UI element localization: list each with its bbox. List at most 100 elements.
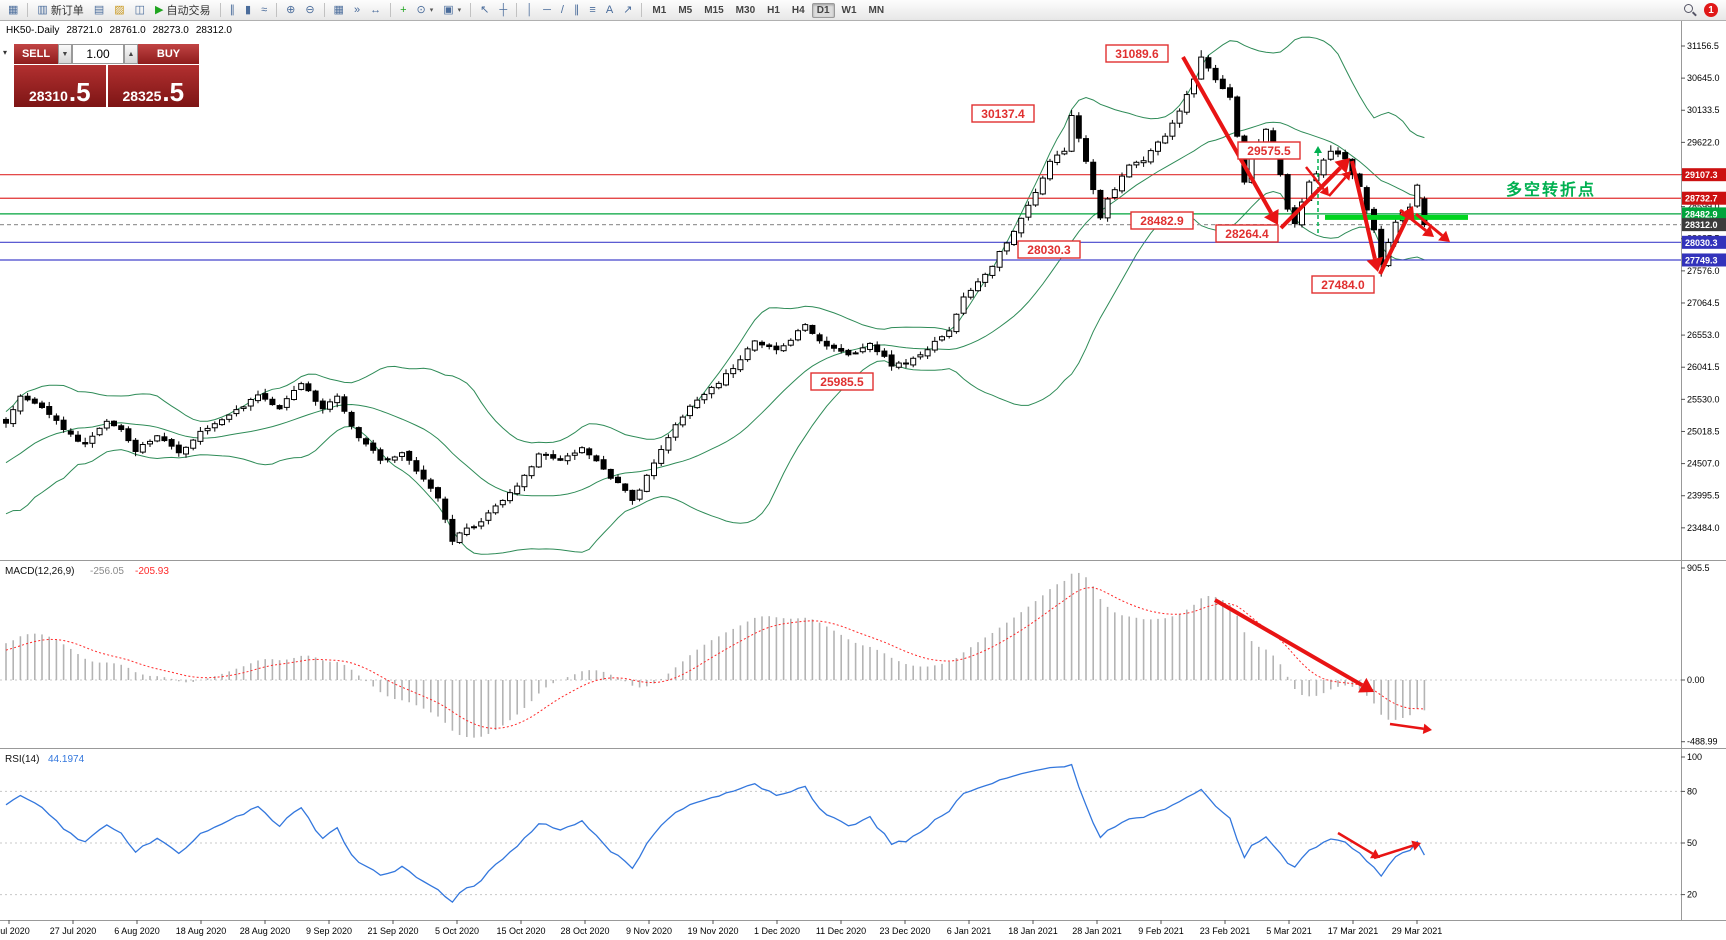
price-callout-text: 30137.4	[981, 107, 1025, 121]
channel-icon[interactable]: ∥	[570, 1, 584, 20]
volume-input[interactable]	[72, 44, 124, 64]
auto-scroll-icon: »	[353, 3, 361, 16]
trend-arrow[interactable]	[1181, 56, 1274, 215]
indicators-add-icon[interactable]: +	[396, 1, 410, 20]
crosshair-icon: ┼	[499, 3, 508, 16]
price-tick-label: 29622.0	[1687, 137, 1720, 147]
bar-chart-icon[interactable]: ∥	[226, 1, 240, 20]
price-callout-box[interactable]	[971, 104, 1035, 123]
cursor-icon[interactable]: ↖	[476, 1, 493, 20]
thick-green-support-segment[interactable]	[1325, 214, 1468, 220]
autotrading-button[interactable]: ▶ 自动交易	[151, 1, 214, 20]
trend-arrow[interactable]	[1305, 166, 1325, 191]
timeframe-h1[interactable]: H1	[767, 4, 780, 16]
svg-text:80: 80	[1687, 786, 1697, 796]
price-tick-label: 26041.5	[1687, 362, 1720, 372]
trend-arrow[interactable]	[1373, 844, 1414, 860]
timeframe-w1[interactable]: W1	[841, 4, 857, 16]
price-tick-label: 27064.5	[1687, 298, 1720, 308]
buy-button[interactable]: BUY	[138, 44, 199, 64]
timeframe-mn[interactable]: MN	[868, 4, 885, 16]
text-icon: A	[605, 3, 614, 16]
crosshair-icon[interactable]: ┼	[495, 1, 511, 20]
one-click-collapse-arrow[interactable]: ▾	[3, 48, 8, 57]
line-chart-icon[interactable]: ≈	[257, 1, 271, 20]
toolbar-separator	[641, 3, 643, 17]
price-tick-label: 31156.5	[1687, 41, 1719, 51]
templates-icon[interactable]: ▣ ▾	[439, 1, 465, 20]
vertical-line-icon: │	[526, 3, 534, 16]
auto-scroll-icon[interactable]: »	[350, 1, 364, 20]
price-callout-box[interactable]	[1130, 211, 1194, 230]
notification-badge[interactable]: 1	[1704, 3, 1718, 17]
horizontal-line-icon[interactable]: ─	[539, 1, 555, 20]
price-chart-panel[interactable]	[0, 36, 1681, 555]
data-folder-icon[interactable]: ▨	[110, 1, 128, 20]
timeframe-m1[interactable]: M1	[652, 4, 667, 16]
periods-icon: ⊙	[416, 3, 426, 16]
price-callout-box[interactable]	[1237, 141, 1301, 160]
tile-windows-icon[interactable]: ▦	[330, 1, 348, 20]
timeframe-m5[interactable]: M5	[678, 4, 693, 16]
sell-price-panel[interactable]: 28310.5	[14, 65, 106, 107]
macd-panel[interactable]	[0, 572, 1681, 738]
buy-price-panel[interactable]: 28325.5	[107, 65, 199, 107]
trend-arrow-head	[1422, 225, 1434, 237]
periods-icon[interactable]: ⊙ ▾	[413, 1, 438, 20]
zoom-in-icon[interactable]: ⊕	[282, 1, 299, 20]
zoom-out-icon[interactable]: ⊖	[301, 1, 318, 20]
price-tick-label: 30645.0	[1687, 73, 1720, 83]
price-tick-label: 27576.0	[1687, 266, 1720, 276]
price-callout-box[interactable]	[1311, 275, 1375, 294]
rsi-value: 44.1974	[48, 754, 85, 765]
toolbar-separator	[219, 3, 221, 17]
trend-arrow[interactable]	[1213, 598, 1364, 687]
arrows-icon[interactable]: ↗	[619, 1, 636, 20]
new-order-button[interactable]: ▥ 新订单	[33, 1, 87, 20]
trend-arrow[interactable]	[1399, 208, 1427, 232]
date-tick-label: 6 Aug 2020	[114, 926, 160, 936]
trend-arrow[interactable]	[1378, 217, 1409, 275]
vertical-line-icon[interactable]: │	[522, 1, 537, 20]
price-callout-box[interactable]	[1105, 44, 1169, 63]
timeframe-h4[interactable]: H4	[791, 4, 805, 16]
rsi-panel[interactable]	[0, 763, 1681, 904]
search-icon[interactable]	[1684, 3, 1697, 17]
timeframe-m15[interactable]: M15	[704, 4, 724, 16]
trend-arrow[interactable]	[1350, 160, 1377, 260]
trend-arrow[interactable]	[1337, 831, 1374, 855]
fibonacci-icon[interactable]: ≡	[585, 1, 599, 20]
macd-label: MACD(12,26,9)	[5, 566, 74, 577]
volume-increase-button[interactable]: ▲	[124, 44, 138, 64]
trend-arrow[interactable]	[1389, 722, 1424, 731]
trend-arrow[interactable]	[1328, 176, 1347, 197]
trend-arrow[interactable]	[1279, 166, 1342, 230]
green-up-arrow-marker[interactable]	[1314, 146, 1322, 153]
bull-bear-turning-point-label[interactable]: 多空转折点	[1506, 182, 1597, 199]
price-callout-box[interactable]	[1017, 240, 1081, 259]
timeframe-d1[interactable]: D1	[811, 2, 835, 18]
symbol-period-label: HK50-.Daily	[6, 25, 60, 36]
sell-button[interactable]: SELL	[14, 44, 58, 64]
price-scale[interactable]: 31156.530645.030133.529622.029110.528599…	[1681, 41, 1726, 533]
date-tick-label: 27 Jul 2020	[50, 926, 97, 936]
volume-decrease-button[interactable]: ▼	[58, 44, 72, 64]
charts-menu-icon[interactable]: ▦	[4, 1, 22, 20]
price-line-label: 28732.7	[1685, 194, 1718, 204]
price-callout-box[interactable]	[1215, 224, 1279, 243]
navigator-icon[interactable]: ◫	[131, 1, 149, 20]
trend-arrow[interactable]	[1415, 212, 1444, 237]
price-line-label: 29107.3	[1685, 170, 1718, 180]
autotrading-icon: ▶	[155, 3, 164, 16]
timeframe-m30[interactable]: M30	[735, 4, 756, 16]
text-icon[interactable]: A	[602, 1, 617, 20]
price-callout-box[interactable]	[810, 372, 874, 391]
date-tick-label: 9 Nov 2020	[626, 926, 672, 936]
trendline-icon[interactable]: /	[557, 1, 568, 20]
chart-shift-icon[interactable]: ↔	[366, 1, 385, 20]
trend-arrow-head	[1411, 840, 1421, 851]
candlestick-chart-icon[interactable]: ▮	[241, 1, 255, 20]
date-scale[interactable]: 6 Jul 2020 27 Jul 2020 6 Aug 2020 18 Aug 20…	[0, 920, 1442, 936]
market-watch-icon[interactable]: ▤	[90, 1, 108, 20]
